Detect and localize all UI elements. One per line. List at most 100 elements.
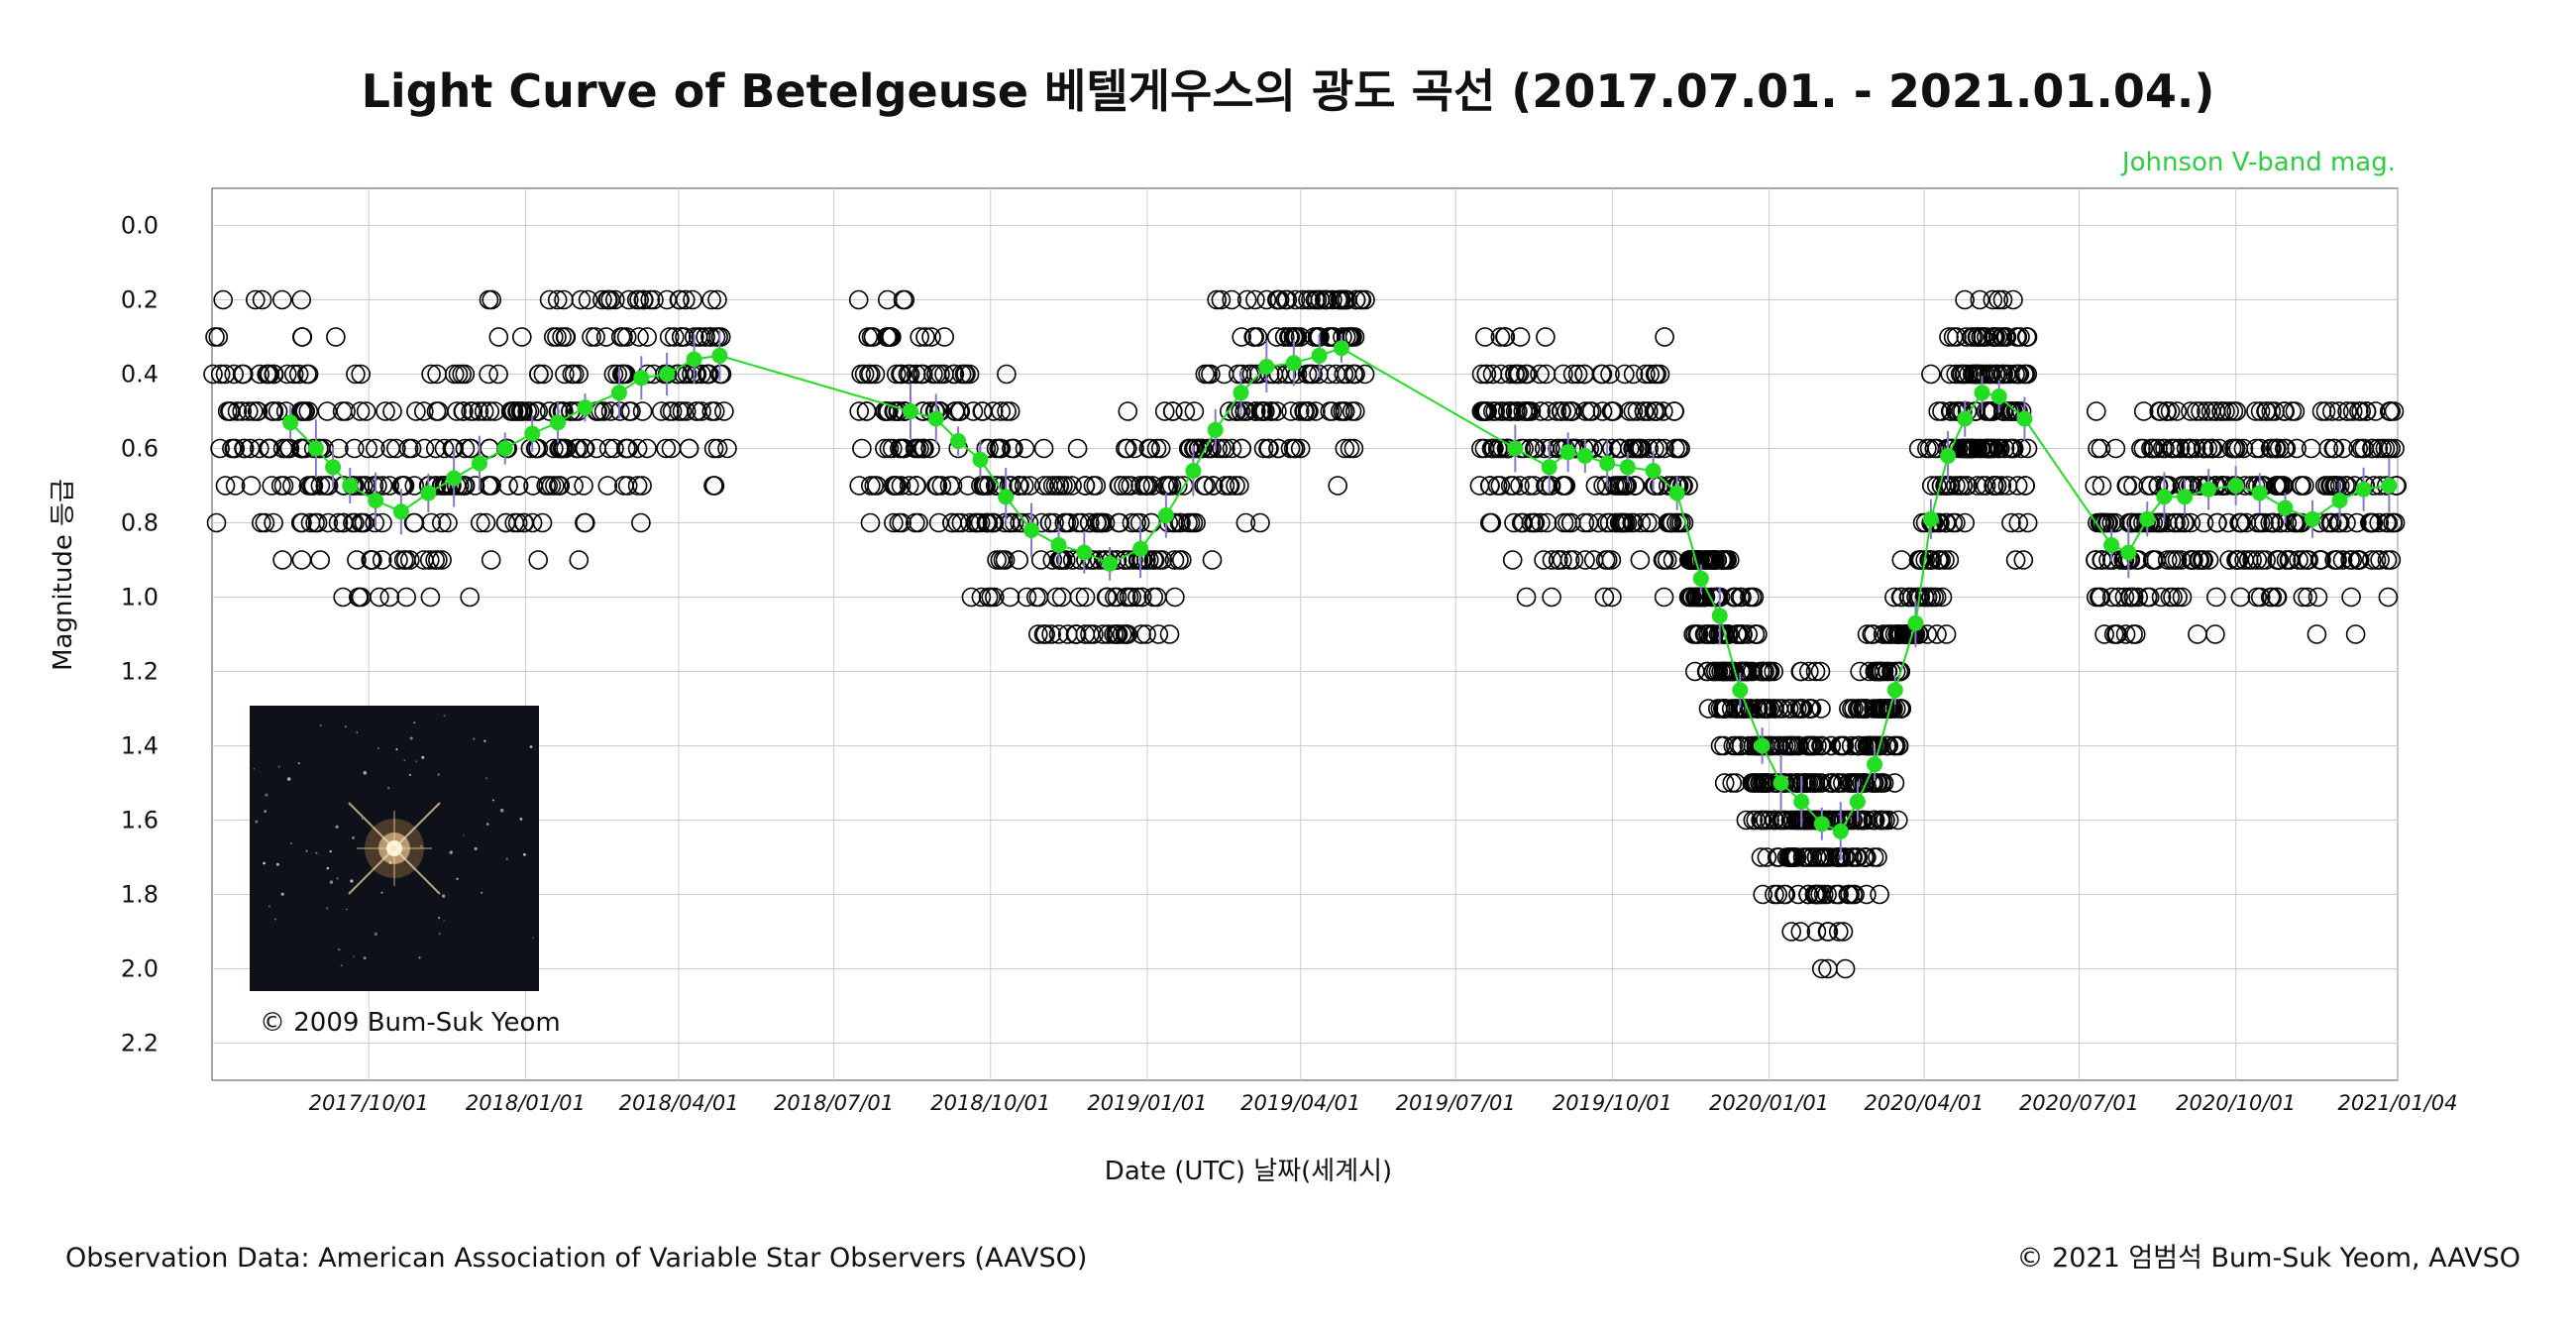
observation-point	[232, 401, 252, 421]
observation-point	[1232, 438, 1251, 459]
observation-point	[1631, 512, 1652, 533]
observation-point	[498, 476, 518, 496]
observation-point	[947, 512, 968, 533]
trend-point	[368, 493, 384, 508]
observation-point	[1481, 512, 1502, 533]
observation-point	[2105, 438, 2126, 459]
observation-point	[1865, 661, 1885, 682]
observation-point	[1516, 401, 1536, 421]
observation-point	[294, 401, 314, 421]
observation-point	[578, 289, 598, 310]
observation-point	[597, 476, 618, 496]
observation-point	[2309, 550, 2330, 570]
observation-point	[1721, 699, 1742, 719]
observation-point	[1304, 327, 1325, 347]
observation-point	[1297, 364, 1318, 385]
observation-point	[943, 364, 964, 385]
trend-point	[711, 347, 728, 364]
observation-point	[1880, 699, 1900, 719]
observation-point	[241, 476, 262, 496]
observation-point	[1138, 476, 1158, 496]
observation-point	[991, 438, 1012, 459]
observation-point	[1714, 773, 1735, 793]
observation-point	[210, 364, 231, 385]
observation-point	[1537, 512, 1557, 533]
trend-point	[1922, 510, 1939, 527]
observation-point	[271, 289, 292, 310]
background-star-icon	[523, 852, 526, 856]
observation-point	[1222, 438, 1242, 459]
observation-point	[556, 327, 577, 347]
observation-point	[1670, 438, 1690, 459]
x-tick-label: 2018/04/01	[619, 1091, 739, 1115]
trend-point	[1867, 756, 1883, 773]
plot-area	[211, 187, 2399, 1081]
observation-point	[1829, 922, 1849, 942]
observation-point	[1230, 476, 1249, 496]
observation-point	[1020, 476, 1040, 496]
observation-point	[910, 327, 930, 347]
observation-point	[1842, 847, 1862, 867]
observation-point	[1534, 550, 1554, 570]
observation-point	[224, 364, 244, 385]
observation-point	[582, 327, 601, 347]
observation-point	[1093, 624, 1113, 644]
observation-point	[909, 512, 928, 533]
observation-point	[536, 476, 557, 496]
observation-point	[2383, 512, 2403, 533]
observation-point	[879, 438, 900, 459]
observation-point	[1760, 661, 1780, 682]
trend-point	[686, 351, 702, 368]
observation-point	[1658, 512, 1678, 533]
background-star-icon	[485, 777, 488, 779]
observation-point	[2194, 550, 2213, 570]
observation-point	[1554, 512, 1574, 533]
observation-point	[213, 289, 233, 310]
observation-point	[539, 289, 560, 310]
observation-point	[533, 364, 554, 385]
background-star-icon	[264, 810, 268, 813]
observation-point	[632, 401, 653, 421]
observation-point	[1229, 364, 1248, 385]
observation-point	[1292, 289, 1313, 310]
observation-point	[1531, 401, 1551, 421]
observation-point	[1331, 401, 1350, 421]
observation-point	[1010, 476, 1029, 496]
observation-point	[959, 364, 980, 385]
observation-point	[255, 512, 275, 533]
observation-point	[2276, 438, 2297, 459]
observation-point	[555, 364, 575, 385]
trend-point	[282, 414, 299, 431]
background-star-icon	[305, 849, 308, 852]
observation-point	[2091, 587, 2110, 608]
trend-point	[2355, 481, 2372, 498]
observation-point	[1779, 847, 1799, 867]
observation-point	[1502, 550, 1523, 570]
observation-point	[1345, 289, 1366, 310]
observation-point	[488, 364, 508, 385]
observation-point	[1161, 476, 1182, 496]
observation-point	[1914, 587, 1935, 608]
observation-point	[2167, 401, 2188, 421]
observation-point	[2003, 289, 2023, 310]
background-star-icon	[481, 891, 483, 894]
observation-point	[234, 364, 254, 385]
observation-point	[1774, 884, 1794, 905]
observation-point	[1275, 289, 1296, 310]
observation-point	[1743, 810, 1764, 831]
observation-point	[1131, 587, 1152, 608]
observation-point	[2013, 550, 2034, 570]
trend-point	[2016, 410, 2033, 427]
observation-point	[1110, 512, 1129, 533]
observation-point	[1834, 735, 1855, 756]
observation-point	[1476, 364, 1497, 385]
observation-point	[1811, 699, 1831, 719]
observation-point	[1939, 550, 1960, 570]
observation-point	[354, 512, 375, 533]
observation-point	[1068, 512, 1088, 533]
observation-point	[1730, 587, 1751, 608]
background-star-icon	[408, 773, 411, 776]
observation-point	[892, 364, 912, 385]
observation-point	[1196, 476, 1216, 496]
observation-point	[1956, 327, 1977, 347]
